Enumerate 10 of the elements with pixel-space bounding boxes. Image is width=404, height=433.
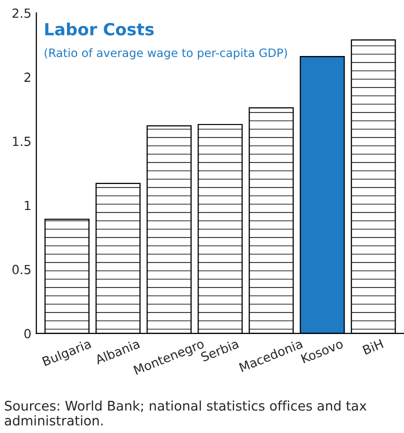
y-tick-label: 2.5 (12, 8, 30, 18)
y-tick-label: 0 (24, 328, 31, 338)
source-note: Sources: World Bank; national statistics offices and tax administration. (4, 400, 366, 426)
y-tick-label: 0.5 (12, 264, 30, 274)
y-tick-label: 1 (24, 200, 30, 210)
y-tick-label: 1.5 (12, 136, 30, 146)
y-tick-label: 2 (24, 72, 30, 82)
text: (Ratio of average wage to per-capita GDP) (44, 48, 287, 60)
x-tick-label: BiH (362, 338, 384, 355)
chart-title: Labor Costs (45, 22, 154, 36)
